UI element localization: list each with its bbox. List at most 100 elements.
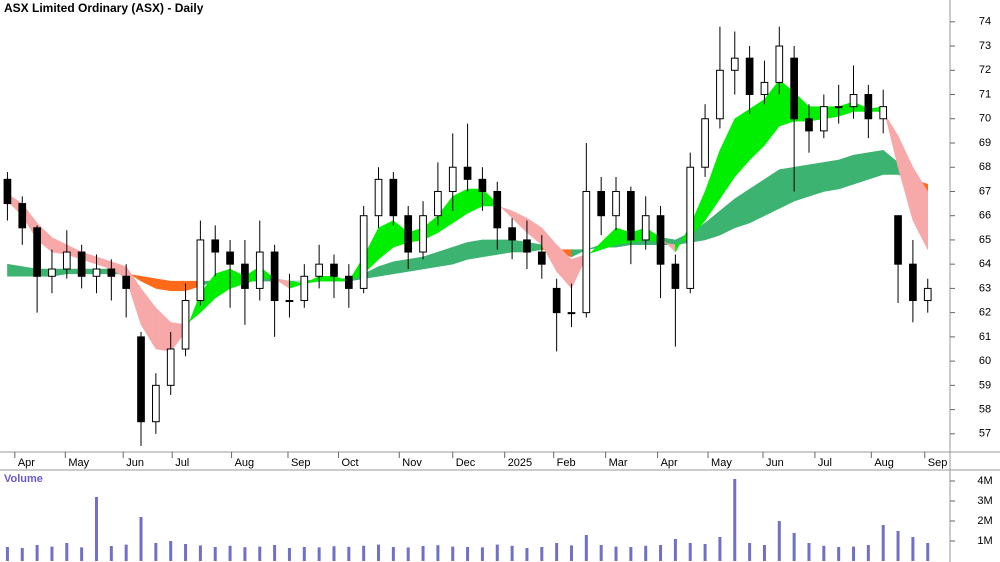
ribbon-segment: [912, 166, 928, 250]
candle-body: [389, 178, 398, 217]
y-tick-label: 73: [979, 40, 991, 52]
candle-body: [641, 215, 650, 241]
y-tick-label: 63: [979, 282, 991, 294]
volume-bar: [362, 545, 366, 561]
volume-bar: [777, 521, 781, 561]
x-tick-label: Mar: [609, 457, 628, 469]
candle-body: [775, 45, 784, 83]
y-tick-label: 1M: [977, 535, 992, 547]
y-tick-label: 57: [979, 428, 991, 440]
volume-bar: [837, 547, 841, 561]
y-tick-label: 2M: [977, 515, 992, 527]
candle-body: [834, 106, 843, 109]
candle-body: [448, 166, 457, 192]
candle-body: [627, 190, 635, 241]
candle-body: [849, 94, 858, 108]
volume-bar: [881, 525, 885, 561]
candle-body: [107, 268, 116, 277]
volume-bar: [391, 547, 395, 561]
volume-title: Volume: [4, 473, 43, 485]
volume-bar: [421, 546, 425, 561]
volume-bar: [243, 547, 247, 561]
volume-bar: [673, 539, 677, 561]
x-tick-label: May: [68, 457, 89, 469]
y-tick-label: 3M: [977, 495, 992, 507]
y-tick-label: 66: [979, 210, 991, 222]
candle-body: [567, 312, 576, 315]
x-tick-label: May: [711, 457, 732, 469]
volume-bar: [287, 548, 291, 561]
volume-bar: [109, 546, 113, 561]
y-tick-label: 62: [979, 307, 991, 319]
volume-bar: [466, 547, 470, 561]
ribbon-segment: [155, 278, 171, 292]
volume-bar: [273, 545, 277, 561]
candle-body: [404, 215, 413, 253]
ribbon-segment: [393, 259, 409, 275]
candle-body: [819, 106, 828, 132]
candle-body: [612, 190, 620, 217]
candle-body: [226, 251, 234, 265]
candle-body: [92, 268, 101, 277]
candle-body: [805, 118, 813, 132]
candle-body: [463, 166, 472, 180]
ribbon-segment: [571, 249, 587, 258]
candle-body: [3, 178, 12, 205]
volume-bar: [748, 543, 752, 561]
y-tick-label: 70: [979, 113, 991, 125]
candle-body: [166, 348, 175, 386]
candle-body: [894, 215, 902, 265]
x-tick-label: Jun: [126, 457, 144, 469]
candle-body: [285, 300, 294, 303]
volume-bar: [644, 545, 648, 561]
candle-body: [137, 336, 145, 423]
volume-bar: [80, 547, 84, 561]
x-tick-label: Jul: [818, 457, 832, 469]
volume-bar: [5, 547, 9, 561]
y-tick-label: 60: [979, 355, 991, 367]
y-tick-label: 64: [979, 258, 991, 270]
volume-bar: [659, 545, 663, 561]
y-tick-label: 69: [979, 137, 991, 149]
x-tick-label: Sep: [291, 457, 311, 469]
y-tick-label: 67: [979, 185, 991, 197]
ribbon-segment: [793, 164, 810, 202]
candle-body: [552, 287, 561, 314]
volume-bar: [480, 547, 484, 561]
candle-body: [241, 263, 249, 289]
volume-bar: [94, 497, 98, 561]
volume-bar: [762, 545, 766, 561]
candle-body: [656, 215, 665, 265]
volume-bar: [302, 547, 306, 561]
volume-bar: [347, 546, 351, 561]
candle-body: [77, 251, 86, 277]
volume-bar: [35, 545, 39, 561]
x-tick-label: Aug: [235, 457, 255, 469]
volume-bar: [807, 543, 811, 561]
volume-bar: [495, 544, 499, 561]
volume-bar: [599, 545, 603, 561]
ribbon-segment: [808, 162, 825, 197]
ribbon-segment: [482, 239, 498, 258]
y-tick-label: 74: [979, 16, 991, 28]
candle-body: [716, 69, 724, 120]
y-tick-label: 65: [979, 234, 991, 246]
x-tick-label: Aug: [874, 457, 894, 469]
volume-bar: [718, 537, 722, 561]
candle-body: [211, 239, 220, 253]
volume-bar: [569, 545, 573, 561]
candle-body: [879, 106, 888, 120]
candle-body: [523, 239, 531, 253]
volume-bar: [584, 535, 588, 561]
candle-body: [48, 268, 56, 277]
candle-body: [330, 263, 338, 277]
x-tick-label: Sep: [928, 457, 948, 469]
ribbon-segment: [467, 239, 483, 260]
volume-bar: [20, 548, 24, 561]
y-tick-label: 4M: [977, 475, 992, 487]
volume-bar: [614, 546, 618, 561]
volume-bar: [926, 543, 930, 561]
volume-bar: [911, 537, 915, 561]
ribbon-segment: [170, 280, 186, 292]
